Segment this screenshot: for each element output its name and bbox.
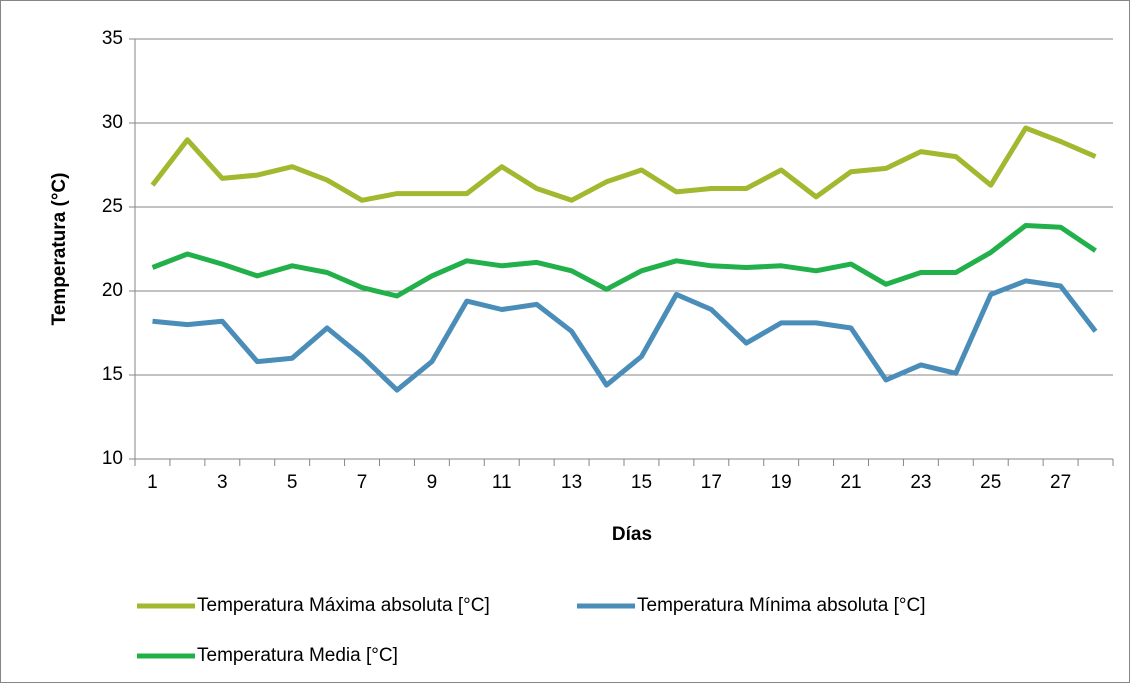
x-tick-label: 7 xyxy=(357,472,368,493)
y-tick-label: 20 xyxy=(102,280,123,301)
y-axis-title: Temperatura (°C) xyxy=(49,173,70,326)
y-tick-label: 30 xyxy=(102,112,123,133)
series-line xyxy=(152,278,1098,393)
legend-label: Temperatura Mínima absoluta [°C] xyxy=(637,595,926,616)
legend-label: Temperatura Media [°C] xyxy=(197,645,398,666)
x-tick-label: 17 xyxy=(701,472,722,493)
x-tick-label: 15 xyxy=(631,472,652,493)
y-tick-label: 35 xyxy=(102,28,123,49)
x-tick-label: 9 xyxy=(427,472,438,493)
x-tick-label: 27 xyxy=(1050,472,1071,493)
x-tick-label: 1 xyxy=(147,472,158,493)
y-tick-label: 15 xyxy=(102,364,123,385)
series-line xyxy=(151,223,1097,299)
x-tick-label: 11 xyxy=(492,472,512,493)
legend-label: Temperatura Máxima absoluta [°C] xyxy=(197,595,490,616)
x-axis-title: Días xyxy=(612,524,652,545)
x-tick-label: 25 xyxy=(980,472,1001,493)
x-tick-label: 5 xyxy=(287,472,298,493)
y-tick-label: 10 xyxy=(102,448,123,469)
x-tick-label: 3 xyxy=(217,472,228,493)
x-tick-label: 13 xyxy=(561,472,582,493)
x-tick-label: 19 xyxy=(771,472,792,493)
y-tick-label: 25 xyxy=(102,196,123,217)
x-tick-label: 21 xyxy=(840,472,861,493)
series-line xyxy=(150,125,1097,203)
x-tick-label: 23 xyxy=(910,472,931,493)
